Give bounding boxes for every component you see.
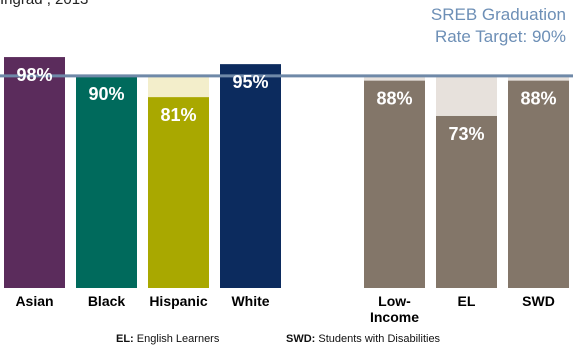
legend-swd: SWD: Students with Disabilities [286, 333, 440, 345]
gap-el [436, 75, 497, 116]
bar-swd [508, 80, 569, 288]
bar-el [436, 115, 497, 289]
category-label-low-income-line1: Low- [378, 293, 411, 309]
bar-white [220, 64, 281, 288]
value-label-hispanic: 81% [160, 105, 196, 125]
gap-swd [508, 75, 569, 81]
value-label-asian: 98% [16, 65, 52, 85]
category-label-el: EL [458, 293, 476, 309]
category-label-asian: Asian [15, 293, 53, 309]
value-label-low-income: 88% [376, 89, 412, 109]
bar-asian [4, 57, 65, 288]
bars-group [4, 57, 569, 289]
category-label-low-income-line2: Income [370, 309, 419, 325]
category-label-hispanic: Hispanic [149, 293, 208, 309]
value-label-el: 73% [448, 124, 484, 144]
bar-low-income [364, 80, 425, 288]
legend-swd-key: SWD: [286, 333, 316, 345]
target-gap-group [148, 75, 569, 116]
legend-el-key: EL: [116, 333, 134, 345]
value-label-black: 90% [88, 84, 124, 104]
bar-hispanic [148, 97, 209, 288]
value-label-white: 95% [232, 72, 268, 92]
legend-el: EL: English Learners [116, 333, 219, 345]
category-label-swd: SWD [522, 293, 555, 309]
legend-el-text: English Learners [136, 333, 220, 345]
target-label-line1: SREB Graduation [430, 5, 566, 24]
gap-hispanic [148, 75, 209, 98]
value-label-swd: 88% [520, 89, 556, 109]
category-label-black: Black [88, 293, 126, 309]
top-partial-text: Ingrad , 2013 [0, 0, 88, 8]
category-labels-group: Asian Black Hispanic White Low-Income EL SWD [15, 293, 554, 325]
target-label: SREB Graduation Rate Target: 90% [431, 4, 566, 48]
bar-black [76, 75, 137, 288]
value-labels-group: 98% 90% 81% 95% 88% 73% 88% [16, 65, 556, 144]
legend-swd-text: Students with Disabilities [318, 333, 441, 345]
category-label-white: White [231, 293, 269, 309]
gap-low-income [364, 75, 425, 81]
target-label-line2: Rate Target: 90% [434, 27, 566, 46]
